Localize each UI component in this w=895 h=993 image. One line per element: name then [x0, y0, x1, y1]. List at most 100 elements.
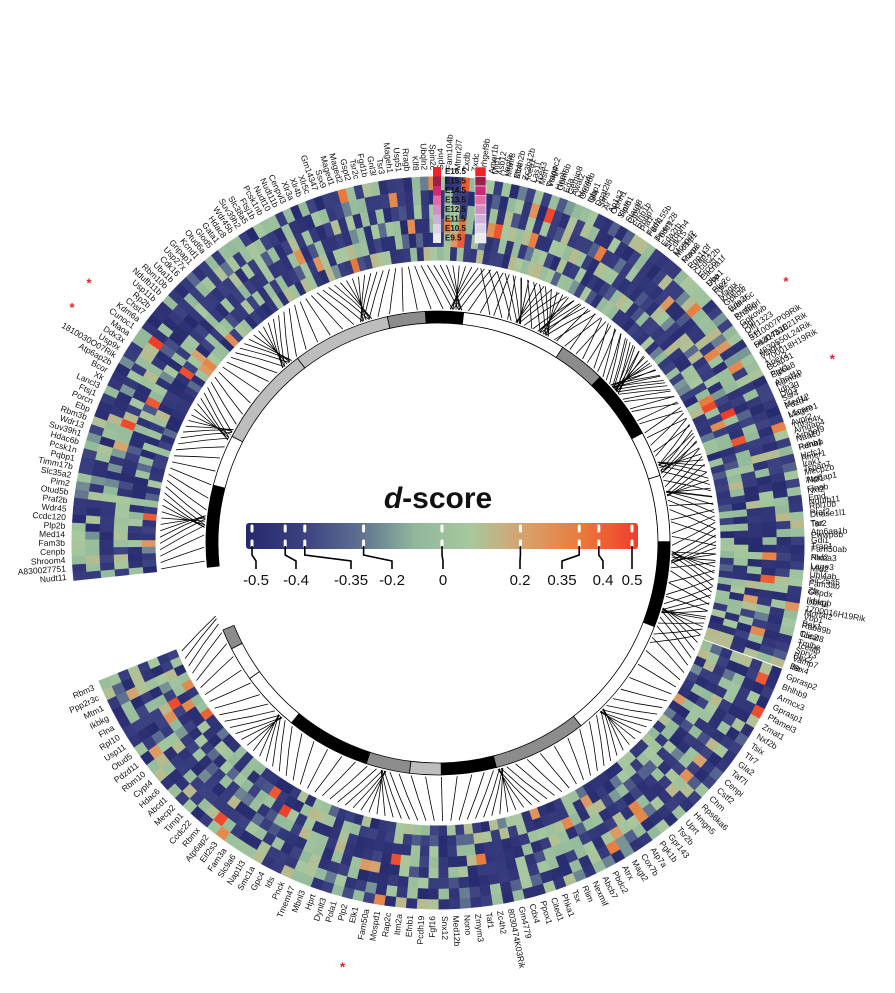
gene-tick: [219, 372, 251, 403]
heatmap-cell: [99, 539, 113, 547]
heatmap-cell: [127, 547, 142, 555]
heatmap-cell: [457, 856, 468, 868]
heatmap-cell: [423, 232, 431, 247]
heatmap-cell: [85, 555, 100, 564]
track-block: [387, 311, 426, 328]
gene-tick: [441, 777, 442, 821]
gene-label: Med12b: [451, 915, 462, 946]
heatmap-cell: [748, 530, 763, 538]
heatmap-cell: [456, 834, 466, 846]
heatmap-cell: [99, 554, 114, 563]
heatmap-cell: [407, 877, 418, 889]
heatmap-cell: [477, 864, 488, 876]
heatmap-cell: [416, 899, 428, 910]
heatmap-cell: [113, 532, 128, 540]
heatmap-cell: [488, 873, 500, 885]
heatmap-cell: [406, 205, 415, 220]
heatmap-cell: [390, 853, 401, 865]
gene-tick: [408, 267, 417, 310]
heatmap-cell: [418, 867, 429, 878]
gene-tick: [172, 462, 215, 471]
gene-label: Snx12: [440, 916, 450, 941]
gene-label: Fam3b: [39, 538, 66, 548]
heatmap-cell: [720, 538, 735, 545]
gene-tick: [664, 587, 713, 604]
heatmap-cell: [142, 526, 157, 534]
heatmap-cell: [428, 889, 439, 900]
heatmap-cell: [406, 887, 418, 899]
heatmap-cell: [100, 516, 115, 525]
gene-tick: [623, 391, 671, 399]
colorbar-tick-label: -0.2: [379, 572, 405, 589]
heatmap-cell: [429, 857, 439, 868]
colorbar-tick-label: 0.5: [622, 572, 643, 589]
heatmap-cell: [113, 525, 128, 533]
gene-tick: [434, 265, 459, 310]
heatmap-cell: [420, 190, 429, 205]
gene-tick: [543, 295, 563, 334]
heatmap-cell: [475, 853, 486, 865]
gene-tick: [284, 312, 289, 363]
gene-tick: [353, 771, 386, 808]
heatmap-cell: [420, 176, 429, 191]
gene-tick: [451, 776, 457, 820]
colorbar-leader: [305, 546, 351, 569]
heatmap-cell: [448, 856, 458, 867]
heatmap-cell: [486, 862, 498, 874]
gene-tick: [293, 733, 302, 780]
heatmap-cell: [85, 563, 100, 572]
stage-label: E15.5: [445, 177, 466, 186]
colorbar-tick-label: -0.35: [334, 572, 368, 589]
heatmap-cell: [777, 537, 792, 545]
stage-ring-swatch: [433, 215, 441, 225]
heatmap-cell: [99, 524, 114, 533]
gene-tick: [249, 339, 292, 360]
gene-tick: [459, 270, 491, 310]
track-block: [409, 761, 441, 775]
gene-tick: [390, 268, 396, 314]
heatmap-cell: [762, 522, 777, 531]
gene-tick: [338, 769, 377, 802]
gene-tick: [205, 670, 241, 695]
heatmap-cell: [428, 867, 438, 878]
stage-label: E14.5: [445, 186, 466, 195]
gene-tick: [300, 741, 314, 784]
gene-tick: [307, 749, 327, 788]
track-block: [425, 311, 463, 324]
gene-tick: [671, 522, 716, 538]
gene-tick: [191, 415, 230, 435]
heatmap-cell: [387, 874, 399, 886]
colorbar-leader: [599, 546, 603, 569]
gene-tick: [182, 616, 216, 651]
gene-tick: [258, 331, 287, 364]
heatmap-cell: [761, 506, 776, 515]
gene-tick: [369, 270, 383, 319]
heatmap-cell: [403, 823, 413, 835]
heatmap-cell: [71, 563, 86, 573]
highlight-star: *: [340, 959, 346, 974]
gene-tick: [161, 547, 204, 562]
heatmap-cell: [142, 533, 157, 540]
gene-tick: [651, 413, 684, 445]
gene-tick: [236, 717, 282, 733]
heatmap-cell: [748, 523, 763, 531]
heatmap-cell: [733, 516, 748, 524]
highlight-star: *: [86, 275, 92, 290]
heatmap-cell: [127, 533, 142, 541]
colorbar-leader: [285, 546, 296, 569]
heatmap-cell: [113, 540, 127, 548]
heatmap-cell: [776, 529, 791, 538]
heatmap-cell: [113, 547, 128, 555]
heatmap-cell: [485, 852, 496, 864]
heatmap-cell: [478, 874, 490, 886]
stage-swatch: [475, 167, 486, 177]
gene-tick: [669, 583, 709, 605]
heatmap-cell: [776, 521, 791, 530]
gene-tick: [189, 624, 219, 666]
highlight-star: *: [69, 300, 75, 315]
gene-tick: [587, 325, 611, 362]
heatmap-cell: [456, 845, 466, 857]
gene-tick: [306, 299, 331, 336]
gene-tick: [399, 774, 418, 821]
heatmap-cell: [400, 855, 411, 867]
